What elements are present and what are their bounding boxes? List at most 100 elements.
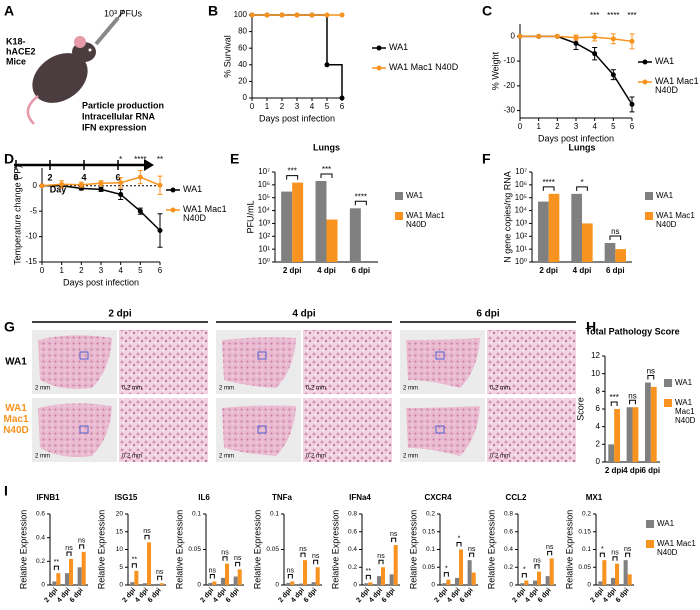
y-tick-label: 0 (275, 582, 279, 589)
y-tick-label: 0.05 (422, 564, 435, 571)
data-point (592, 51, 598, 57)
data-point (629, 101, 635, 107)
bar (130, 582, 135, 585)
scale-bar-label: 0.2 mm (490, 454, 510, 460)
significance-label: * (523, 566, 526, 573)
y-tick-label: -20 (503, 81, 515, 90)
bar (537, 571, 542, 585)
y-tick-label: 0.15 (578, 528, 591, 535)
timeline-day: 4 (81, 172, 86, 182)
bar (650, 386, 657, 462)
significance-bracket (625, 552, 631, 558)
y-tick-label: 10⁴ (258, 206, 271, 215)
y-tick-label: 10³ (515, 219, 527, 228)
significance-label: ns (221, 550, 229, 557)
significance-label: **** (355, 192, 367, 201)
timeline-arrow (14, 159, 154, 171)
lung-tissue (406, 406, 480, 456)
significance-bracket (53, 565, 59, 571)
data-point (536, 33, 542, 39)
significance-bracket (456, 542, 462, 547)
significance-bracket (144, 534, 150, 540)
data-point (573, 35, 579, 41)
zoom-box (257, 351, 267, 360)
y-axis-label: Relative Expression (252, 510, 262, 590)
bar (471, 572, 476, 585)
zoom-image (487, 398, 576, 462)
significance-label: **** (134, 155, 146, 164)
significance-label: ns (647, 367, 655, 376)
bar (208, 582, 213, 585)
y-tick-label: 0.05 (578, 564, 591, 571)
significance-bracket (629, 399, 636, 405)
x-tick-label: 6 dpi (225, 587, 241, 604)
legend-marker (376, 65, 382, 71)
x-tick-label: 6 (158, 266, 163, 275)
panel-label: G (4, 319, 15, 335)
zoom-box (435, 351, 445, 360)
legend-label: WA1 (389, 43, 409, 52)
y-tick-label: 0.4 (348, 546, 357, 553)
legend-label: WA1 Mac1 N40D (657, 539, 696, 557)
significance-bracket (235, 561, 241, 567)
y-tick-label: 0.8 (504, 511, 513, 518)
y-axis-label: Score (575, 397, 585, 421)
x-tick-label: 6 dpi (606, 266, 625, 275)
significance-bracket (365, 574, 371, 580)
y-tick-label: 20 (116, 511, 124, 518)
y-tick-label: 0 (511, 31, 516, 40)
bar (582, 223, 593, 262)
legend-label: WA1 (657, 519, 675, 528)
significance-label: ns (65, 545, 73, 552)
data-point (98, 186, 104, 192)
x-tick-label: 6 dpi (69, 587, 85, 604)
x-tick-label: 2 (555, 122, 560, 131)
row-label: WA1 (5, 357, 27, 368)
x-tick-label: 6 dpi (641, 466, 660, 475)
x-tick-label: 6 dpi (351, 266, 370, 275)
bar (571, 193, 582, 262)
legend-swatch (646, 520, 654, 528)
legend-label: WA1 (675, 378, 693, 387)
significance-label: ns (611, 550, 619, 557)
scale-bar-label: 0.2 mm (490, 386, 510, 392)
zoom-box (435, 425, 445, 434)
data-point (264, 12, 270, 18)
legend-label: WA1 Mac1 N40D (389, 63, 459, 72)
x-tick-label: 3 (99, 266, 104, 275)
x-tick-label: 2 (79, 266, 84, 275)
lung-tissue (406, 338, 480, 388)
x-axis-label: Days post infection (259, 113, 335, 123)
x-tick-label: 1 (536, 122, 541, 131)
significance-label: ns (546, 544, 554, 551)
x-tick-label: 5 (138, 266, 143, 275)
y-tick-label: -5 (30, 206, 38, 215)
scale-bar-label: 2 mm (219, 386, 234, 392)
legend-label-box: WA1 (406, 191, 423, 200)
bar (64, 573, 69, 585)
significance-bracket (287, 573, 293, 579)
panel-label: E (230, 151, 239, 167)
x-tick-label: 0 (250, 102, 255, 111)
significance-label: *** (609, 393, 618, 402)
data-point (573, 40, 579, 46)
zoom-image (119, 330, 208, 394)
chart-title: Lungs (569, 142, 596, 152)
bar (393, 545, 398, 585)
bar (349, 208, 361, 262)
y-tick-label: 0 (33, 181, 38, 190)
zoom-box (79, 425, 89, 434)
legend-marker (376, 45, 382, 51)
y-tick-label: 0.2 (504, 564, 513, 571)
y-tick-label: 8 (596, 386, 601, 395)
y-axis-label: % Weight (490, 51, 500, 90)
subplot-title: TNFa (272, 493, 293, 502)
bar (326, 219, 338, 262)
bar (376, 576, 381, 585)
x-tick-label: 0 (518, 122, 523, 131)
y-tick-label: 40 (238, 60, 247, 69)
scale-bar-label: 2 mm (219, 454, 234, 460)
legend-label-box: WA1 Mac1 N40D (655, 77, 699, 95)
bar (538, 201, 549, 262)
